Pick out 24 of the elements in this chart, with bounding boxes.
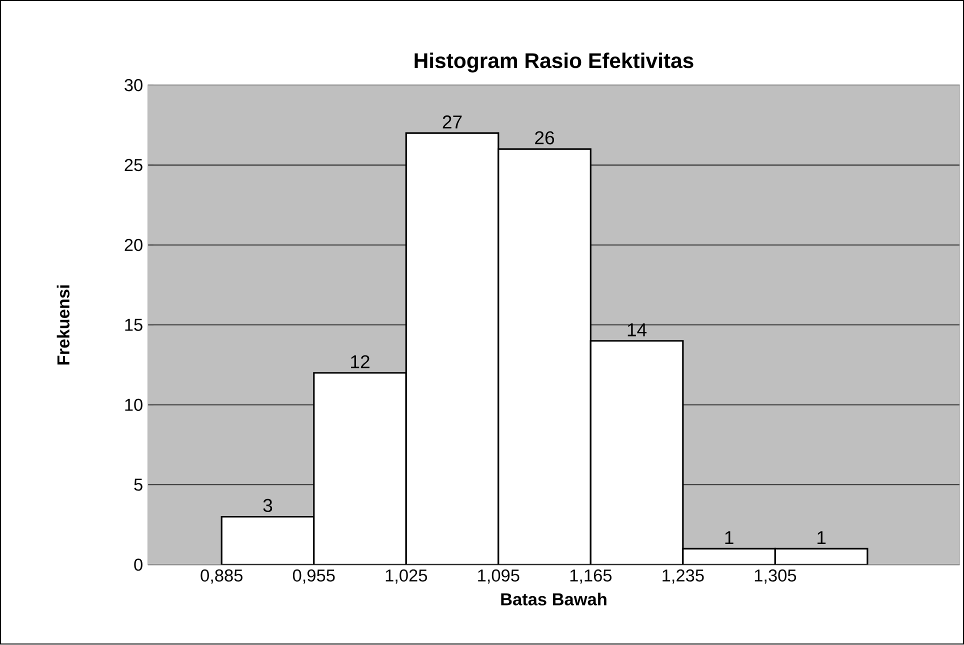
x-tick-label: 1,025 (386, 570, 427, 584)
y-tick-label: 30 (124, 79, 142, 92)
data-label: 14 (628, 324, 647, 336)
data-label: 12 (351, 355, 370, 368)
x-tick-label: 1,095 (478, 570, 520, 584)
y-tick-label: 25 (124, 159, 142, 172)
data-label: 3 (263, 499, 272, 512)
y-tick-label: 10 (125, 398, 142, 412)
y-tick-label: 0 (134, 558, 142, 572)
data-label: 27 (442, 116, 462, 129)
data-label: 1 (725, 531, 734, 544)
x-tick-label: 0,885 (200, 570, 242, 584)
x-axis-title: Batas Bawah (501, 592, 606, 606)
x-tick-label: 1,165 (570, 570, 612, 584)
y-tick-label: 20 (124, 239, 142, 252)
chart-title: Histogram Rasio Efektivitas (414, 52, 694, 73)
x-tick-label: 0,955 (292, 570, 335, 584)
x-tick-label: 1,305 (754, 570, 796, 584)
x-tick-label: 1,235 (662, 570, 704, 584)
y-tick-label: 5 (134, 478, 142, 492)
data-label: 26 (535, 131, 554, 145)
y-tick-label: 15 (125, 319, 142, 332)
data-label: 1 (818, 531, 826, 544)
y-axis-title: Frekuensi (56, 286, 70, 365)
